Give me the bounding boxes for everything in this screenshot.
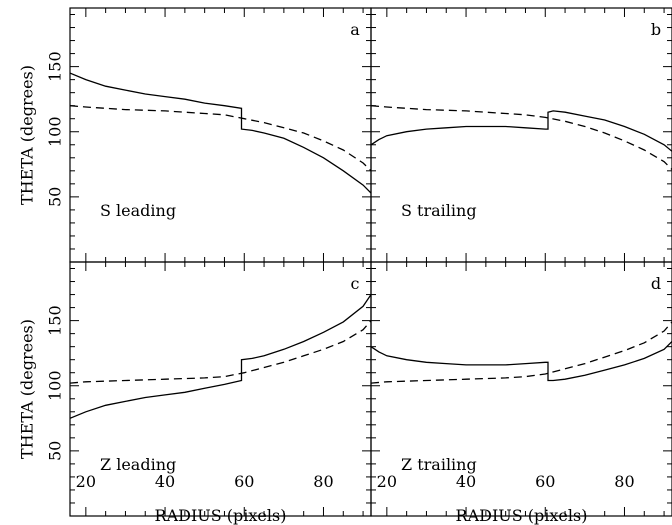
- y-tick-label-a-100: 100: [46, 116, 65, 147]
- y-tick-label-c-100: 100: [46, 370, 65, 401]
- x-tick-label-d-40: 40: [456, 472, 476, 491]
- x-tick-label-d-80: 80: [614, 472, 634, 491]
- x-tick-label-d-60: 60: [535, 472, 555, 491]
- panel-frame-b: [370, 7, 672, 263]
- x-tick-label-c-40: 40: [155, 472, 175, 491]
- y-axis-title-a: THETA (degrees): [18, 65, 37, 205]
- series-line-b-solid: [371, 110, 672, 152]
- panel-label-d: Z trailing: [401, 455, 477, 474]
- x-axis-title-c: RADIUS (pixels): [155, 506, 287, 525]
- x-tick-label-c-80: 80: [313, 472, 333, 491]
- panel-letter-d: d: [651, 274, 661, 293]
- panel-c: c Z leading 50 100 150 THETA (degrees) 20 40 60 8…: [18, 261, 372, 525]
- y-axis-title-c: THETA (degrees): [18, 319, 37, 459]
- series-line-a-solid: [70, 72, 371, 194]
- x-tick-label-d-20: 20: [377, 472, 397, 491]
- y-tick-label-a-150: 150: [46, 51, 65, 82]
- series-line-d-dashed: [371, 321, 672, 384]
- x-tick-label-c-60: 60: [234, 472, 254, 491]
- y-tick-label-c-150: 150: [46, 305, 65, 336]
- panel-letter-b: b: [651, 20, 661, 39]
- x-axis-title-d: RADIUS (pixels): [456, 506, 588, 525]
- panel-letter-a: a: [350, 20, 360, 39]
- panel-label-b: S trailing: [401, 201, 477, 220]
- panel-label-a: S leading: [100, 201, 176, 220]
- series-line-c-solid: [70, 294, 371, 419]
- panel-label-c: Z leading: [100, 455, 176, 474]
- panel-letter-c: c: [351, 274, 360, 293]
- series-line-c-dashed: [70, 320, 371, 384]
- series-line-b-dashed: [371, 105, 672, 170]
- panel-b: b S trailing: [370, 7, 672, 263]
- y-tick-label-a-50: 50: [46, 187, 65, 207]
- panel-frame-d: [370, 261, 672, 517]
- series-line-a-dashed: [70, 105, 371, 172]
- panel-a: a S leading 50 100 150 THETA (degrees): [18, 7, 372, 263]
- panel-frame-a: [69, 7, 372, 263]
- y-tick-label-c-50: 50: [46, 441, 65, 461]
- x-tick-label-c-20: 20: [76, 472, 96, 491]
- series-line-d-solid: [371, 341, 672, 382]
